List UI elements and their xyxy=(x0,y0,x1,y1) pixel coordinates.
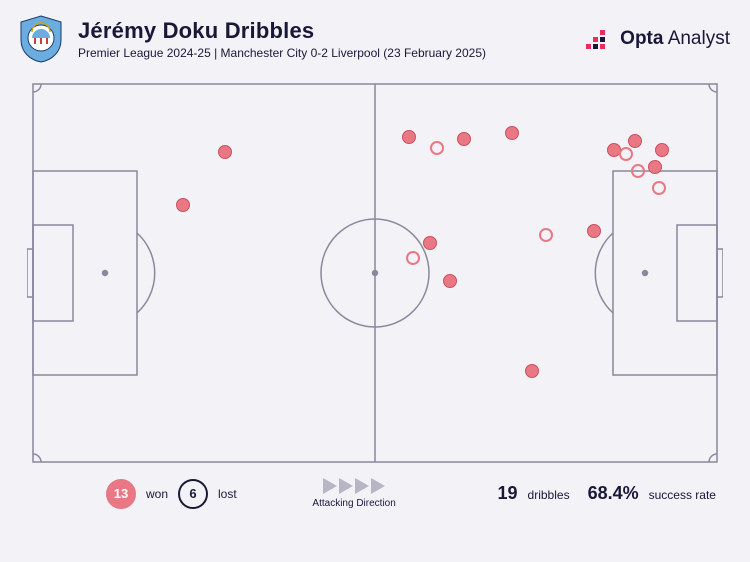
legend-lost-label: lost xyxy=(218,487,237,501)
brand-logo: Opta Analyst xyxy=(586,26,730,52)
direction-arrows xyxy=(323,478,385,494)
direction-label: Attacking Direction xyxy=(312,498,395,509)
footer: 13 won 6 lost Attacking Direction 19 dri… xyxy=(0,468,750,509)
arrow-icon xyxy=(339,478,353,494)
dribble-dot xyxy=(443,274,457,288)
dribble-dot xyxy=(619,147,633,161)
legend-lost-badge: 6 xyxy=(178,479,208,509)
stat-dribbles-n: 19 xyxy=(498,483,518,504)
dribble-dot xyxy=(176,198,190,212)
dribble-dot xyxy=(430,141,444,155)
opta-mark-icon xyxy=(586,26,612,52)
header-left: Jérémy Doku Dribbles Premier League 2024… xyxy=(16,14,486,64)
stat-rate-lbl: success rate xyxy=(649,488,716,502)
dribble-dot xyxy=(631,164,645,178)
dribble-dot xyxy=(628,134,642,148)
legend: 13 won 6 lost xyxy=(106,479,237,509)
brand-text-bold: Opta xyxy=(620,28,663,49)
legend-won-badge: 13 xyxy=(106,479,136,509)
dribble-dot xyxy=(539,228,553,242)
header: Jérémy Doku Dribbles Premier League 2024… xyxy=(0,0,750,72)
dribble-dot xyxy=(505,126,519,140)
dribble-dot xyxy=(652,181,666,195)
page-subtitle: Premier League 2024-25 | Manchester City… xyxy=(78,46,486,60)
stat-dribbles-lbl: dribbles xyxy=(528,488,570,502)
page-title: Jérémy Doku Dribbles xyxy=(78,18,486,44)
dribble-dot xyxy=(457,132,471,146)
dribble-dot xyxy=(218,145,232,159)
arrow-icon xyxy=(323,478,337,494)
brand-text-light: Analyst xyxy=(668,28,730,49)
dribble-dot xyxy=(648,160,662,174)
club-crest-icon xyxy=(16,14,66,64)
dribble-dot xyxy=(423,236,437,250)
arrow-icon xyxy=(371,478,385,494)
title-block: Jérémy Doku Dribbles Premier League 2024… xyxy=(78,18,486,60)
dribble-dot xyxy=(587,224,601,238)
stats: 19 dribbles 68.4% success rate xyxy=(498,483,716,504)
dribble-dot xyxy=(402,130,416,144)
brand-text: Opta Analyst xyxy=(620,28,730,50)
stat-rate-n: 68.4% xyxy=(588,483,639,504)
dribble-dot xyxy=(655,143,669,157)
dribble-dot xyxy=(525,364,539,378)
arrow-icon xyxy=(355,478,369,494)
dribble-dot xyxy=(406,251,420,265)
legend-won-label: won xyxy=(146,487,168,501)
pitch-lines-icon xyxy=(27,78,723,468)
attacking-direction: Attacking Direction xyxy=(312,478,395,509)
pitch xyxy=(27,78,723,468)
